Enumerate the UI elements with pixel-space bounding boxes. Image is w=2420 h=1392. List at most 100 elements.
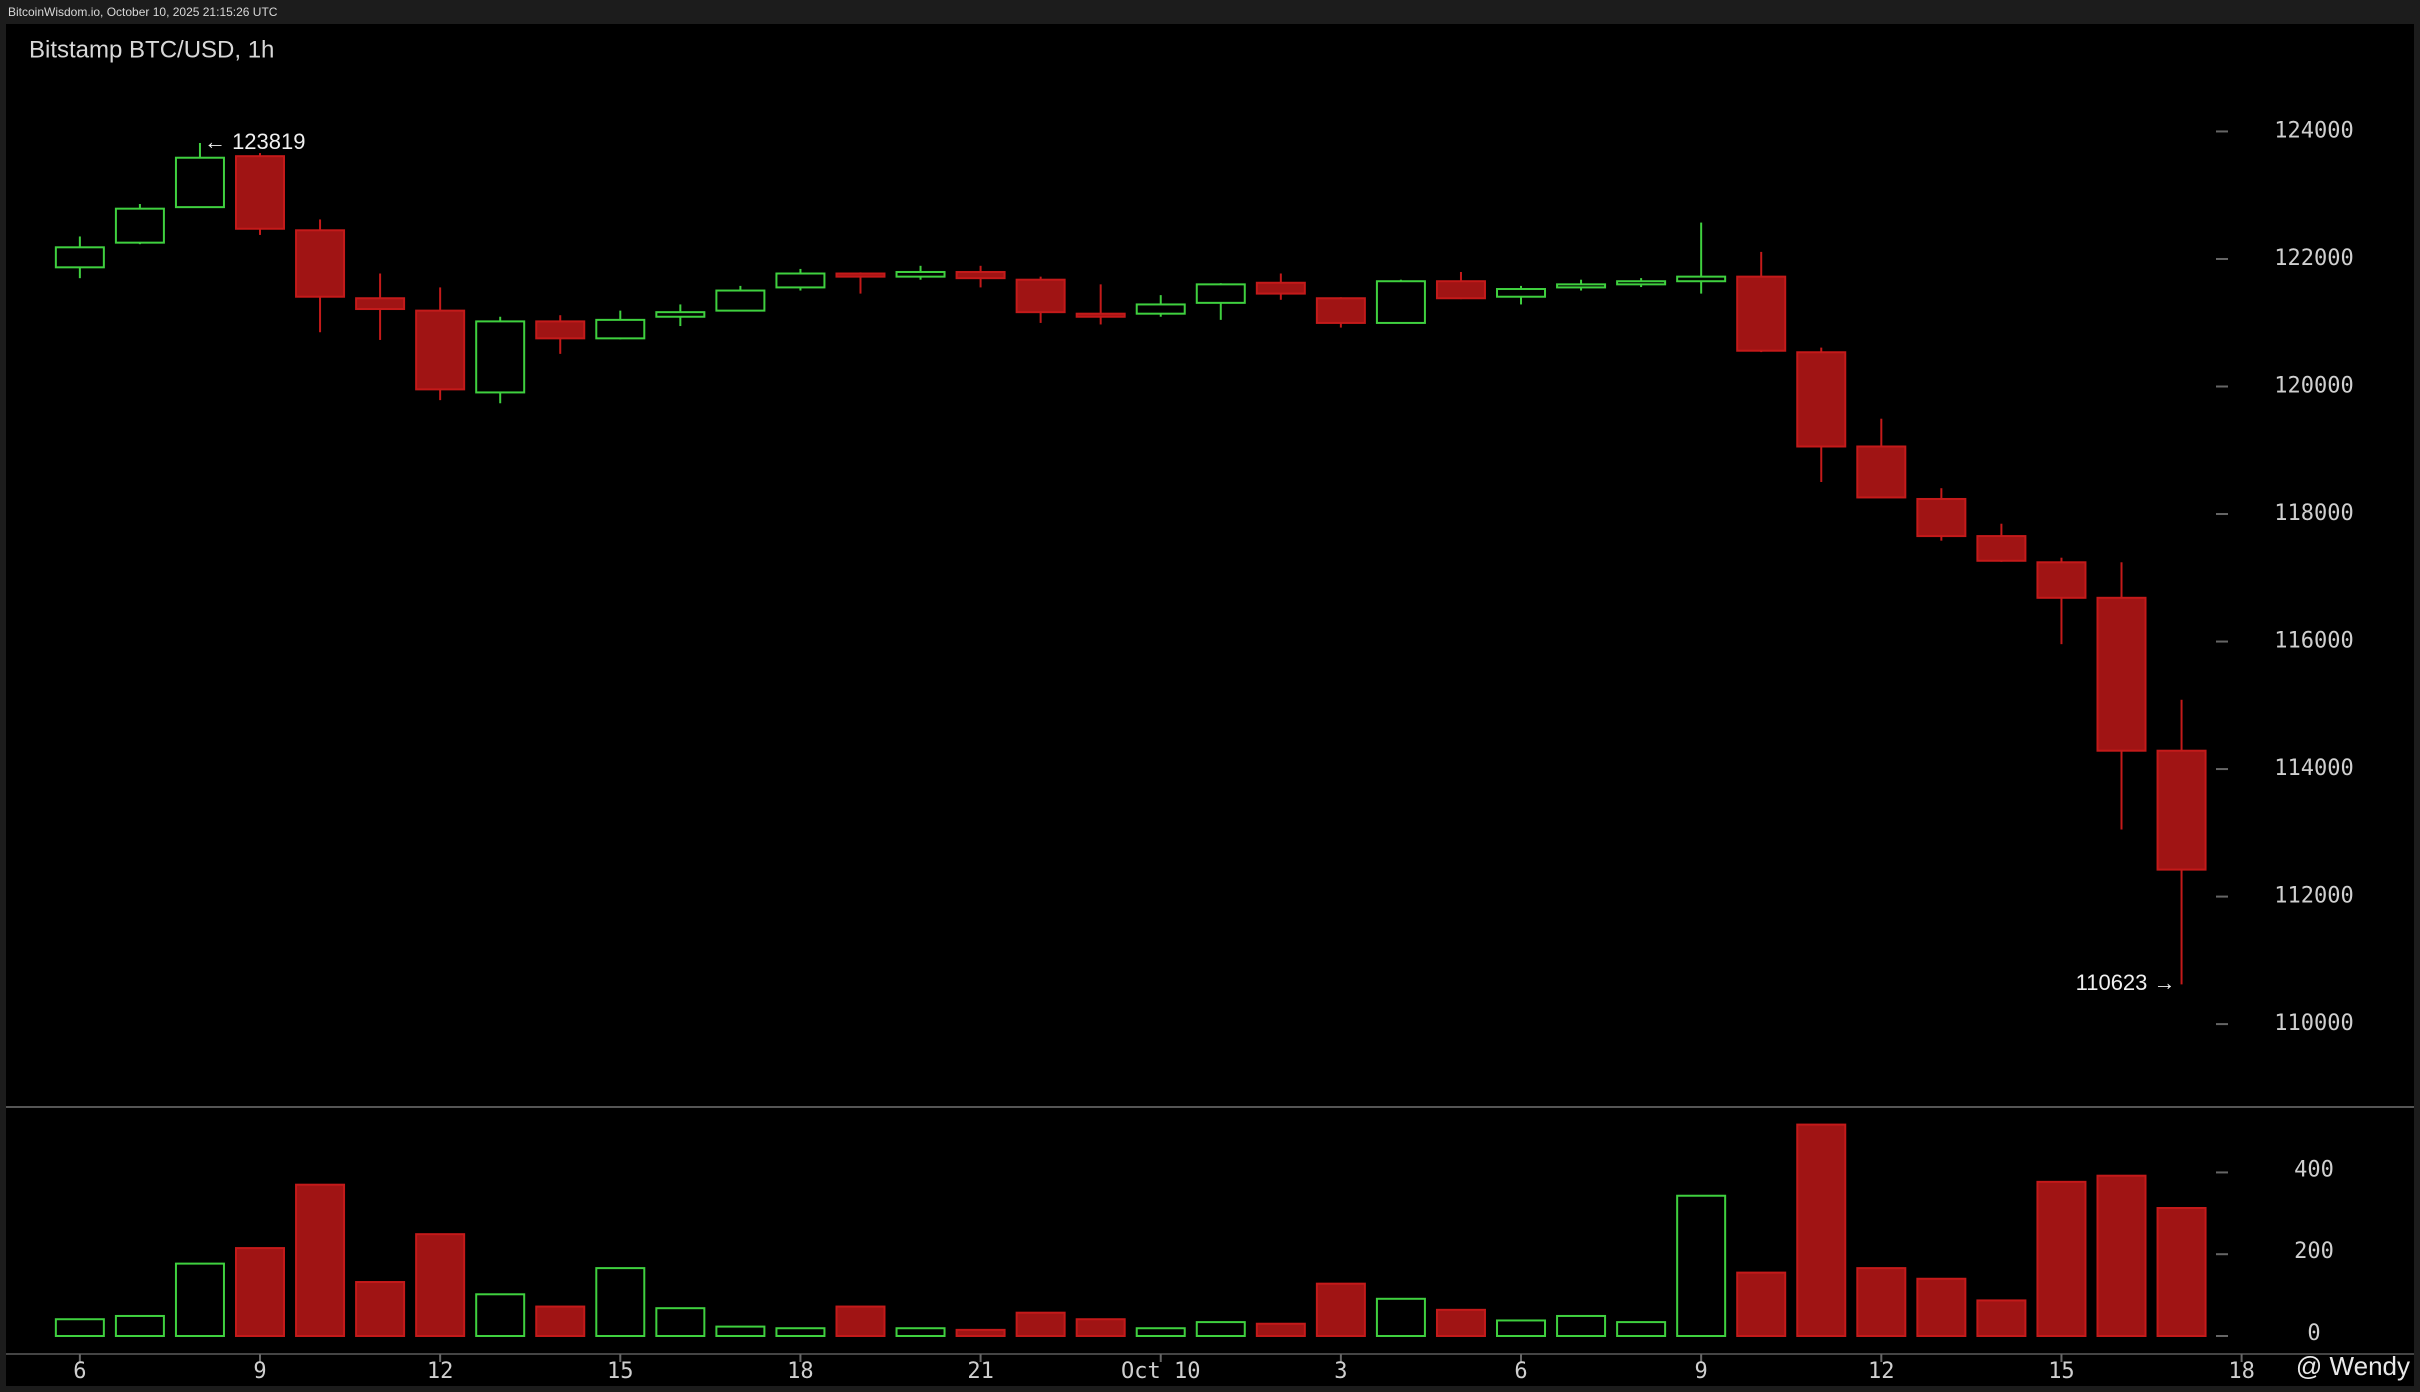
- x-tick-label: 3: [1334, 1359, 1347, 1384]
- candle-body: [295, 229, 346, 298]
- candle-body: [1375, 280, 1426, 324]
- x-tick-label: 6: [1514, 1359, 1527, 1384]
- header: BitcoinWisdom.io, October 10, 2025 21:15…: [8, 5, 278, 19]
- candle-body: [54, 246, 105, 269]
- candle-body: [775, 272, 826, 289]
- candle-body: [1796, 351, 1847, 448]
- volume-tick-label: 0: [2307, 1321, 2320, 1346]
- volume-bar: [895, 1327, 946, 1337]
- candle-body: [655, 311, 706, 318]
- x-tick-label: Oct 10: [1121, 1359, 1200, 1384]
- volume-bar: [1496, 1319, 1547, 1337]
- candle-body: [1195, 283, 1246, 304]
- volume-bar: [1916, 1277, 1967, 1337]
- x-tick-label: 9: [1695, 1359, 1708, 1384]
- volume-bar: [1255, 1322, 1306, 1338]
- candle-body: [1255, 281, 1306, 295]
- y-tick-label: 120000: [2274, 373, 2353, 398]
- chart-background: [6, 24, 2414, 1386]
- candle-body: [1075, 312, 1126, 318]
- candle-body: [1736, 275, 1787, 352]
- candle-body: [174, 156, 225, 209]
- volume-tick-label: 200: [2294, 1239, 2334, 1264]
- x-tick-label: 12: [427, 1359, 454, 1384]
- volume-bar: [535, 1305, 586, 1337]
- volume-bar: [2156, 1207, 2207, 1338]
- chart-title: Bitstamp BTC/USD, 1h: [29, 36, 274, 63]
- volume-bar: [1015, 1311, 1066, 1337]
- candle-body: [355, 297, 406, 311]
- volume-tick-label: 400: [2294, 1157, 2334, 1182]
- x-tick-label: 9: [253, 1359, 266, 1384]
- volume-bar: [655, 1307, 706, 1338]
- candle-body: [1015, 278, 1066, 314]
- volume-bar: [1135, 1327, 1186, 1337]
- candle-body: [235, 155, 286, 230]
- volume-bar: [1435, 1308, 1486, 1338]
- volume-bar: [355, 1281, 406, 1338]
- candle-body: [595, 318, 646, 340]
- x-tick-label: 6: [73, 1359, 86, 1384]
- volume-bar: [54, 1318, 105, 1337]
- x-tick-label: 18: [2228, 1359, 2255, 1384]
- candle-body: [955, 270, 1006, 280]
- candle-body: [1435, 280, 1486, 300]
- candle-body: [535, 320, 586, 340]
- volume-bar: [1315, 1282, 1366, 1337]
- y-tick-label: 122000: [2274, 246, 2353, 271]
- y-tick-label: 114000: [2274, 756, 2353, 781]
- y-tick-label: 110000: [2274, 1011, 2353, 1036]
- volume-bar: [775, 1327, 826, 1337]
- y-tick-label: 112000: [2274, 884, 2353, 909]
- candle-body: [1676, 275, 1727, 283]
- volume-bar: [1676, 1194, 1727, 1338]
- candle-body: [475, 320, 526, 394]
- x-tick-label: 15: [607, 1359, 634, 1384]
- volume-bar: [295, 1183, 346, 1337]
- y-tick-label: 124000: [2274, 118, 2353, 143]
- candle-body: [1315, 297, 1366, 324]
- high-annotation: ← 123819: [204, 129, 306, 154]
- x-tick-label: 12: [1868, 1359, 1895, 1384]
- y-tick-label: 118000: [2274, 501, 2353, 526]
- volume-bar: [1616, 1321, 1667, 1338]
- volume-bar: [955, 1328, 1006, 1338]
- x-tick-label: 15: [2048, 1359, 2075, 1384]
- volume-bar: [174, 1262, 225, 1337]
- volume-bar: [1556, 1314, 1607, 1338]
- volume-bar: [2036, 1180, 2087, 1338]
- volume-bar: [2096, 1174, 2147, 1337]
- candle-body: [2036, 561, 2087, 599]
- candle-body: [1856, 445, 1907, 499]
- volume-bar: [835, 1305, 886, 1337]
- low-annotation: 110623 →: [2076, 970, 2176, 995]
- volume-bar: [235, 1247, 286, 1337]
- volume-bar: [1796, 1123, 1847, 1338]
- volume-bar: [415, 1233, 466, 1337]
- volume-bar: [1856, 1267, 1907, 1337]
- candle-body: [1976, 535, 2027, 562]
- candle-body: [114, 207, 165, 244]
- x-tick-label: 21: [967, 1359, 994, 1384]
- volume-bar: [595, 1267, 646, 1337]
- candle-body: [415, 309, 466, 391]
- x-tick-label: 18: [787, 1359, 814, 1384]
- volume-bar: [1375, 1297, 1426, 1337]
- candle-body: [1616, 280, 1667, 286]
- watermark: @ Wendy: [2296, 1351, 2410, 1381]
- volume-bar: [1976, 1299, 2027, 1338]
- candle-body: [1135, 303, 1186, 315]
- volume-bar: [1195, 1321, 1246, 1338]
- volume-bar: [475, 1293, 526, 1338]
- candle-body: [1556, 283, 1607, 289]
- candle-body: [2096, 596, 2147, 752]
- candle-body: [715, 289, 766, 312]
- volume-bar: [114, 1314, 165, 1338]
- candle-body: [895, 270, 946, 278]
- volume-bar: [715, 1325, 766, 1337]
- y-tick-label: 116000: [2274, 629, 2353, 654]
- volume-bar: [1075, 1318, 1126, 1337]
- candle-body: [2156, 749, 2207, 871]
